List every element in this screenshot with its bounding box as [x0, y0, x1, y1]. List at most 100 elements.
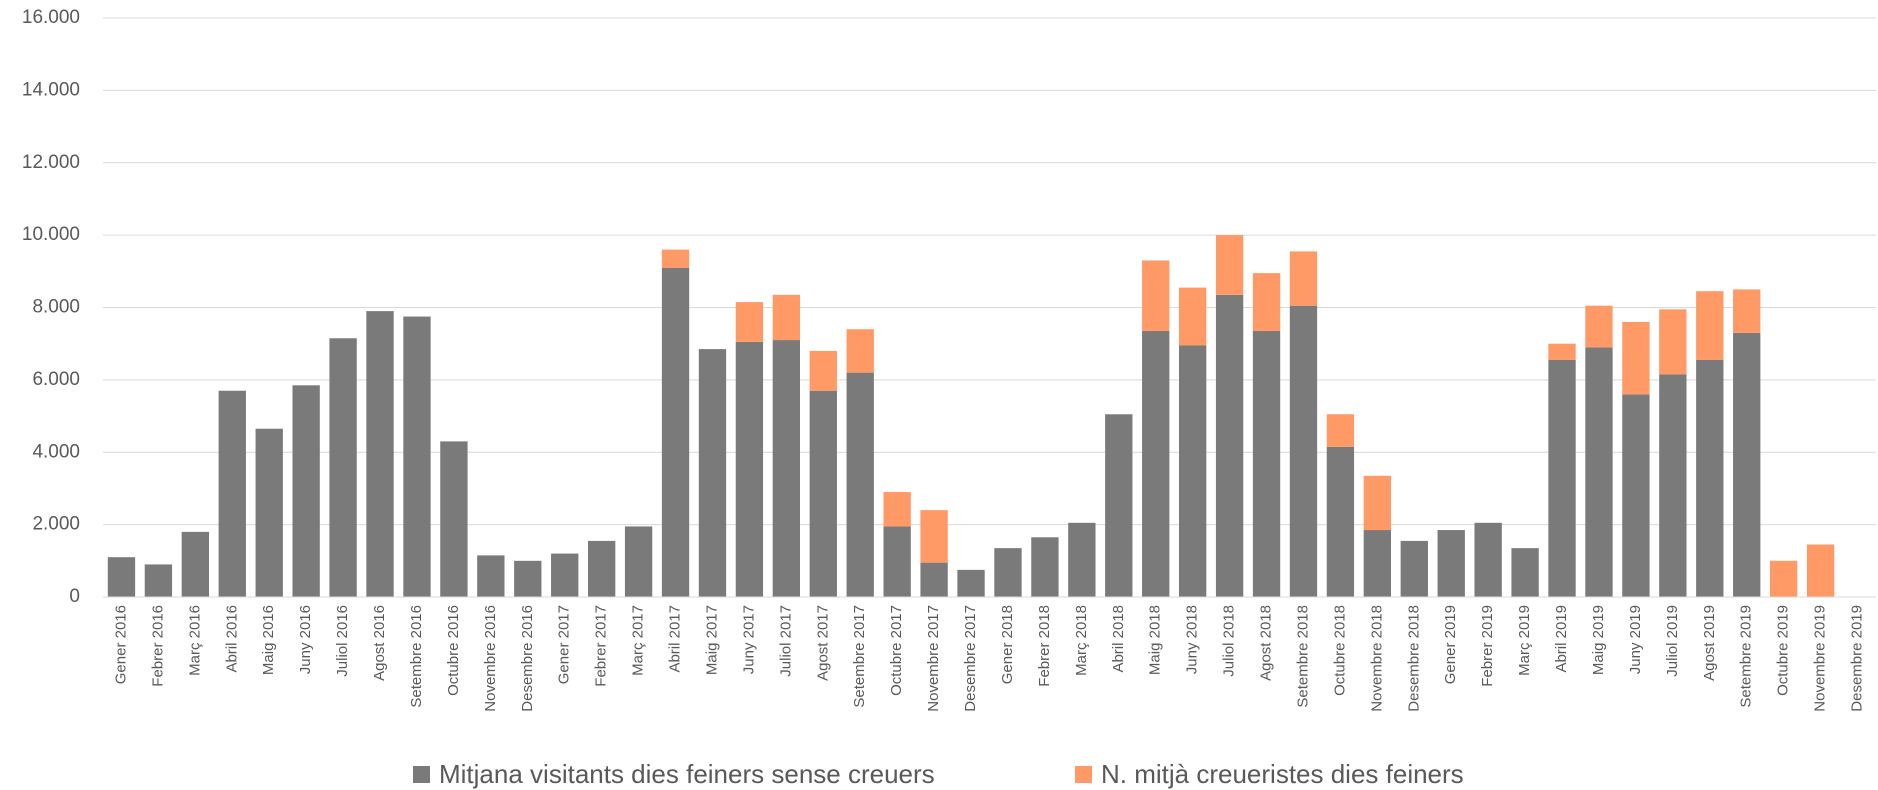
x-tick-label: Octubre 2016 [445, 605, 462, 696]
bar-segment [735, 341, 764, 597]
x-tick-label: Abril 2016 [223, 605, 240, 673]
bar-segment [1289, 305, 1318, 597]
bar-segment [1031, 537, 1059, 597]
bar-segment [440, 441, 468, 597]
bar-segment [218, 390, 246, 597]
bar-segment [1178, 287, 1207, 346]
bar-segment [1252, 331, 1281, 597]
x-tick-label: Desembre 2018 [1405, 605, 1422, 712]
bar-segment [1511, 548, 1539, 597]
bar-segment [883, 492, 911, 527]
legend-label: Mitjana visitants dies feiners sense cre… [439, 759, 935, 789]
bar-segment [809, 390, 837, 597]
x-tick-label: Desembre 2016 [519, 605, 536, 712]
x-tick-label: Setembre 2016 [408, 605, 425, 708]
bar-segment [1178, 345, 1207, 597]
bar-segment [1696, 359, 1724, 597]
x-tick-label: Març 2016 [186, 605, 203, 676]
bar-segment [1142, 331, 1170, 597]
x-tick-label: Gener 2016 [112, 605, 129, 684]
x-tick-label: Març 2018 [1073, 605, 1090, 676]
y-tick-label: 2.000 [32, 514, 80, 535]
x-tick-label: Juliol 2017 [777, 605, 794, 677]
legend-label: N. mitjà creueristes dies feiners [1101, 759, 1464, 789]
bar-segment [1400, 540, 1428, 597]
bar-segment [994, 548, 1022, 597]
bar-segment [1733, 332, 1761, 597]
bar-segment [1806, 544, 1835, 597]
x-tick-label: Setembre 2017 [851, 605, 868, 708]
bar-segment [1326, 414, 1355, 447]
bar-segment [661, 267, 690, 597]
x-tick-label: Juliol 2018 [1221, 605, 1238, 677]
x-tick-label: Novembre 2017 [925, 605, 942, 712]
bar-segment [1289, 251, 1318, 306]
bar-segment [1105, 414, 1133, 597]
x-tick-label: Novembre 2019 [1812, 605, 1829, 712]
bar-segment [1215, 235, 1244, 295]
bar-segment [587, 540, 616, 597]
y-tick-label: 4.000 [32, 441, 80, 462]
x-tick-label: Abril 2017 [667, 605, 684, 673]
bar-segment [772, 340, 801, 597]
bar-segment [1363, 475, 1392, 531]
x-tick-label: Juny 2017 [740, 605, 757, 674]
bar-segment [1622, 321, 1650, 395]
y-tick-label: 14.000 [22, 79, 80, 100]
x-tick-label: Novembre 2018 [1368, 605, 1385, 712]
legend-swatch [1075, 766, 1092, 783]
bar-segment [957, 569, 985, 597]
x-tick-label: Maig 2018 [1147, 605, 1164, 675]
bar-segment [1142, 260, 1170, 332]
bar-segment [1585, 347, 1613, 597]
bar-segment [329, 338, 357, 597]
bar-segment [661, 249, 690, 268]
x-tick-label: Octubre 2017 [888, 605, 905, 696]
bar-segment [883, 526, 911, 597]
bar-segment [920, 562, 948, 597]
x-tick-label: Agost 2018 [1258, 605, 1275, 681]
bar-segment [772, 294, 801, 341]
x-tick-label: Febrer 2019 [1479, 605, 1496, 687]
bar-segment [1659, 374, 1687, 597]
x-tick-label: Abril 2019 [1553, 605, 1570, 673]
y-tick-label: 16.000 [22, 7, 80, 28]
bar-segment [1622, 394, 1650, 597]
bar-segment [1548, 359, 1576, 597]
x-tick-label: Febrer 2017 [593, 605, 610, 687]
bar-segment [181, 531, 210, 597]
x-tick-label: Novembre 2016 [482, 605, 499, 712]
x-tick-label: Juliol 2019 [1664, 605, 1681, 677]
x-tick-label: Juny 2019 [1627, 605, 1644, 674]
x-tick-label: Agost 2016 [371, 605, 388, 681]
x-tick-label: Gener 2019 [1442, 605, 1459, 684]
x-tick-label: Febrer 2018 [1036, 605, 1053, 687]
x-tick-label: Abril 2018 [1110, 605, 1127, 673]
bar-segment [477, 555, 505, 597]
bar-segment [920, 510, 948, 563]
x-tick-label: Setembre 2018 [1294, 605, 1311, 708]
bar-segment [1659, 309, 1687, 375]
x-tick-label: Octubre 2018 [1331, 605, 1348, 696]
bar-segment [551, 553, 579, 597]
x-tick-label: Juny 2016 [297, 605, 314, 674]
bar-segment [1252, 273, 1281, 332]
bar-segment [403, 316, 431, 597]
x-tick-label: Maig 2017 [703, 605, 720, 675]
x-tick-label: Maig 2016 [260, 605, 277, 675]
bar-segment [1363, 530, 1392, 597]
bar-segment [366, 311, 394, 597]
y-tick-label: 6.000 [32, 369, 80, 390]
legend-swatch [413, 766, 430, 783]
bar-segment [1696, 291, 1724, 360]
bar-segment [735, 302, 764, 342]
x-tick-label: Març 2017 [630, 605, 647, 676]
bar-segment [292, 385, 320, 597]
bar-segment [107, 557, 136, 597]
y-tick-label: 12.000 [22, 152, 80, 173]
bar-segment [698, 349, 727, 597]
x-tick-label: Agost 2017 [814, 605, 831, 681]
x-tick-label: Agost 2019 [1701, 605, 1718, 681]
bar-segment [1326, 446, 1355, 597]
